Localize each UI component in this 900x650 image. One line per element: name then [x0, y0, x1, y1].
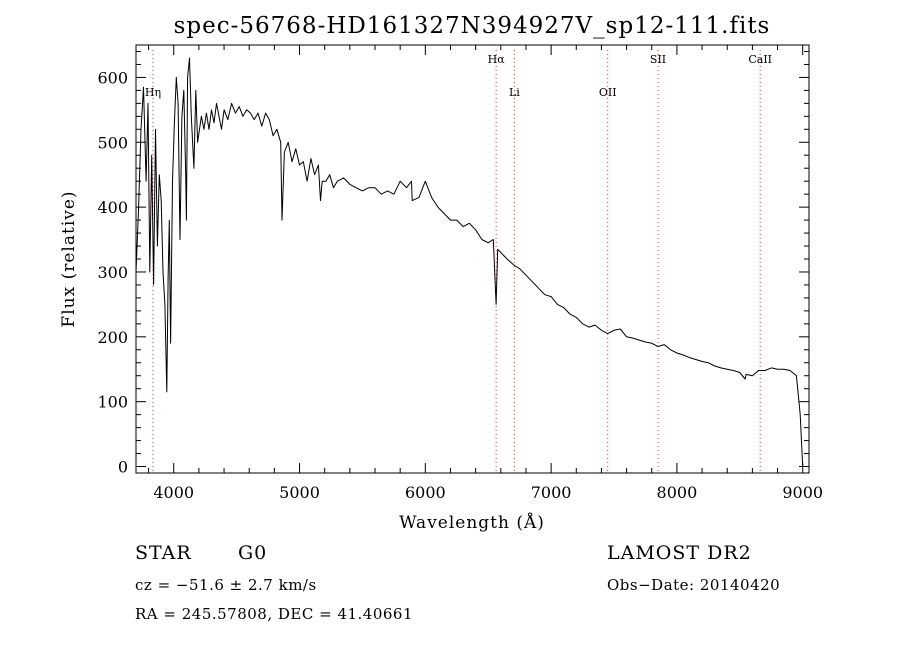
x-tick-label: 8000 [657, 483, 698, 502]
x-axis-label: Wavelength (Å) [399, 512, 545, 533]
y-tick-label: 200 [97, 328, 128, 347]
y-tick-label: 300 [97, 263, 128, 282]
y-tick-label: 600 [97, 68, 128, 87]
y-tick-label: 0 [118, 458, 128, 477]
x-tick-label: 4000 [153, 483, 194, 502]
redshift-readout: cz = −51.6 ± 2.7 km/s [135, 576, 317, 594]
x-tick-label: 7000 [531, 483, 572, 502]
spectral-line-label: SII [650, 53, 666, 66]
x-tick-label: 5000 [279, 483, 320, 502]
spectral-line-label: Hα [488, 53, 506, 66]
chart-title: spec-56768-HD161327N394927V_sp12-111.fit… [174, 13, 771, 39]
observation-date: Obs−Date: 20140420 [607, 576, 781, 594]
y-tick-label: 100 [97, 393, 128, 412]
y-tick-label: 500 [97, 133, 128, 152]
y-axis-label: Flux (relative) [59, 190, 79, 327]
spectral-line-label: CaII [748, 53, 772, 66]
x-tick-label: 9000 [782, 483, 823, 502]
x-tick-label: 6000 [405, 483, 446, 502]
plot-area: 4000 5000 6000 7000 8000 9000 0 100 200 300 400 500… [97, 44, 823, 502]
spectral-line-label: Hη [145, 86, 161, 99]
spectral-subclass: G0 [238, 542, 268, 564]
y-tick-label: 400 [97, 198, 128, 217]
coordinates-readout: RA = 245.57808, DEC = 41.40661 [135, 605, 414, 623]
spectral-line-label: OII [599, 86, 617, 99]
object-type: STAR [135, 542, 192, 564]
survey-name: LAMOST DR2 [607, 542, 752, 564]
spectral-line-label: Li [509, 86, 520, 99]
plot-frame [135, 44, 810, 474]
spectrum-series-line [135, 57, 804, 467]
